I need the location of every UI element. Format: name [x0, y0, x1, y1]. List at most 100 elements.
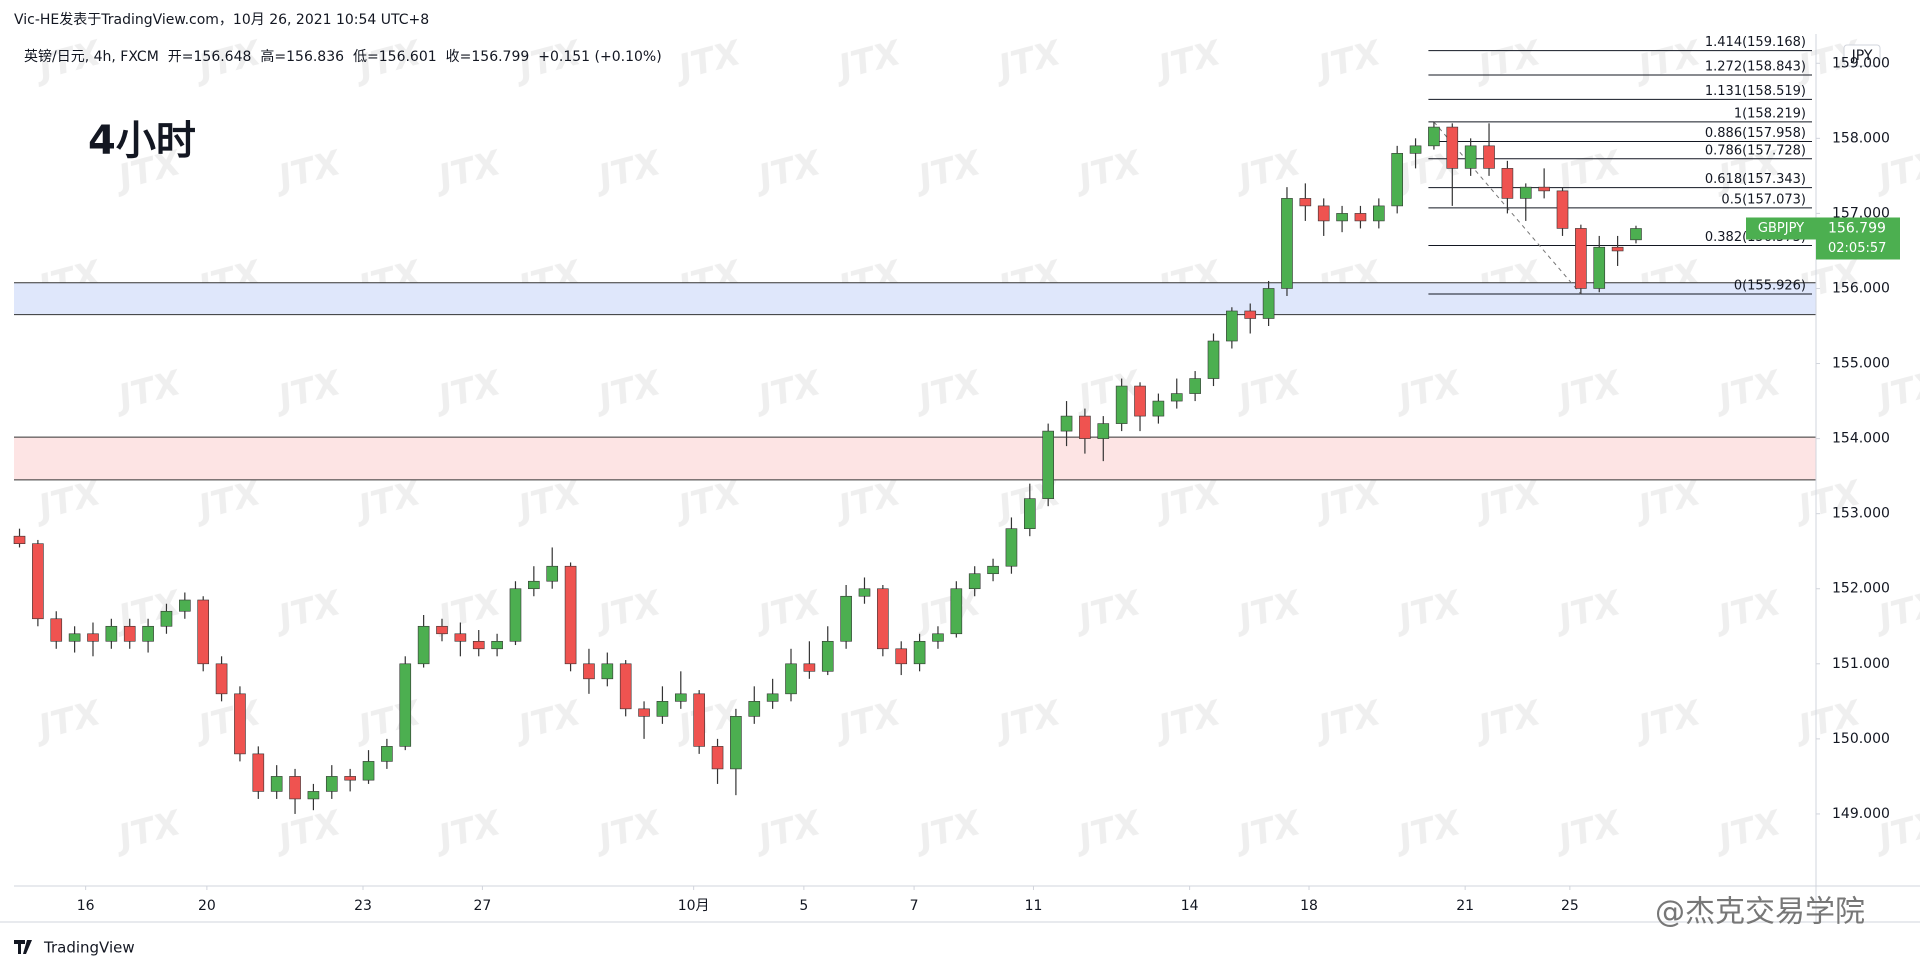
candle-body: [362, 761, 375, 781]
watermark-tile: JTX: [1469, 33, 1547, 90]
currency: JPY: [1851, 48, 1873, 64]
candle-body: [877, 588, 889, 650]
candle-body: [454, 633, 467, 642]
x-tick-label: 5: [799, 898, 808, 914]
watermark-tile: JTX: [909, 363, 987, 420]
footer-brand: TradingView: [43, 939, 135, 957]
watermark-tile: JTX: [1069, 143, 1147, 200]
watermark-tile: JTX: [1229, 583, 1307, 640]
candle-body: [1005, 528, 1018, 567]
y-tick-label: 151.000: [1832, 656, 1890, 672]
watermark-tile: JTX: [429, 803, 507, 860]
watermark-tile: JTX: [509, 693, 587, 750]
watermark-tile: JTX: [829, 693, 907, 750]
x-tick-label: 16: [77, 898, 95, 914]
watermark-tile: JTX: [269, 363, 347, 420]
candle-body: [436, 625, 448, 635]
candle-body: [711, 746, 724, 770]
candle-body: [583, 663, 595, 680]
fib-label: 1.131(158.519): [1705, 84, 1806, 99]
candle-body: [1226, 310, 1238, 342]
y-tick-label: 155.000: [1832, 356, 1890, 372]
watermark-tile: JTX: [1469, 473, 1547, 530]
y-tick-label: 159.000: [1832, 55, 1890, 71]
fib-label: 1.272(158.843): [1705, 60, 1806, 75]
candle-body: [1170, 393, 1183, 402]
candle-body: [1097, 423, 1110, 439]
candle-body: [1354, 213, 1367, 222]
candle-body: [1446, 126, 1459, 169]
candle-body: [1207, 340, 1220, 379]
fib-label: 0.5(157.073): [1721, 192, 1806, 207]
candle-body: [546, 565, 559, 582]
legend-item: +0.151 (+0.10%): [538, 49, 661, 65]
candle-body: [564, 565, 577, 665]
legend-item: 收=156.799: [446, 49, 530, 65]
x-tick-label: 20: [198, 898, 216, 914]
watermark-tile: JTX: [1389, 363, 1467, 420]
candle-body: [142, 625, 154, 642]
watermark-tile: JTX: [589, 363, 667, 420]
candle-body: [1244, 310, 1257, 319]
watermark-tile: JTX: [1709, 803, 1787, 860]
watermark-tile: JTX: [1709, 583, 1787, 640]
candle-body: [840, 595, 852, 642]
watermark-tile: JTX: [1149, 473, 1227, 530]
watermark-tile: JTX: [669, 33, 747, 90]
x-tick-label: 7: [910, 898, 919, 914]
price-badge: [1816, 217, 1900, 260]
watermark-tile: JTX: [189, 693, 267, 750]
fib-label: 0.886(157.958): [1705, 126, 1806, 141]
candle-body: [821, 640, 834, 672]
watermark-tile: JTX: [1549, 803, 1627, 860]
candle-body: [1593, 246, 1606, 289]
candle-body: [1317, 205, 1330, 222]
y-tick-label: 153.000: [1832, 506, 1890, 522]
watermark-tile: JTX: [269, 143, 347, 200]
candle-body: [674, 693, 687, 702]
fib-label: 1.414(159.168): [1705, 35, 1806, 50]
candle-body: [1428, 126, 1440, 147]
price-label: 156.799: [1828, 220, 1886, 236]
candle-body: [197, 599, 210, 665]
watermark-tile: JTX: [1309, 33, 1387, 90]
candle-body: [1538, 186, 1550, 192]
watermark-tile: JTX: [1629, 693, 1707, 750]
candle-body: [491, 640, 503, 650]
x-tick-label: 27: [473, 898, 491, 914]
watermark-tile: JTX: [749, 363, 827, 420]
candle-body: [32, 543, 44, 620]
candle-body: [1483, 145, 1495, 169]
candle-body: [766, 693, 779, 702]
watermark-tile: JTX: [989, 693, 1067, 750]
candle-body: [179, 599, 191, 612]
watermark-tile: JTX: [1629, 33, 1707, 90]
legend-item: 低=156.601: [353, 49, 437, 65]
zone: [14, 282, 1816, 315]
plot: 1.414(159.168) 1.272(158.843) 1.131(158.51…: [13, 35, 1816, 814]
watermark-tile: JTX: [1549, 583, 1627, 640]
candle-body: [858, 588, 871, 597]
watermark-tile: JTX: [1309, 693, 1387, 750]
watermark-tile: JTX: [989, 33, 1067, 90]
watermark-tile: JTX: [1229, 143, 1307, 200]
watermark-tile: JTX: [1309, 473, 1387, 530]
candle-body: [1299, 198, 1312, 207]
x-tick-label: 23: [354, 898, 372, 914]
candle-body: [509, 588, 522, 642]
candle-body: [160, 610, 173, 627]
candle-body: [1079, 415, 1091, 439]
candle-body: [528, 580, 540, 590]
watermark-tile: JTX: [749, 803, 827, 860]
fib-label: 0.786(157.728): [1705, 143, 1806, 158]
symbol-label: GBPJPY: [1758, 221, 1804, 236]
candle-body: [68, 633, 81, 642]
watermark-tile: JTX: [109, 803, 187, 860]
candle-body: [1409, 145, 1422, 154]
candle-body: [234, 693, 246, 755]
source-watermark: @杰克交易学院: [1655, 895, 1865, 930]
candle-body: [252, 753, 265, 792]
watermark-tile: JTX: [1629, 473, 1707, 530]
watermark-tile: JTX: [829, 473, 907, 530]
